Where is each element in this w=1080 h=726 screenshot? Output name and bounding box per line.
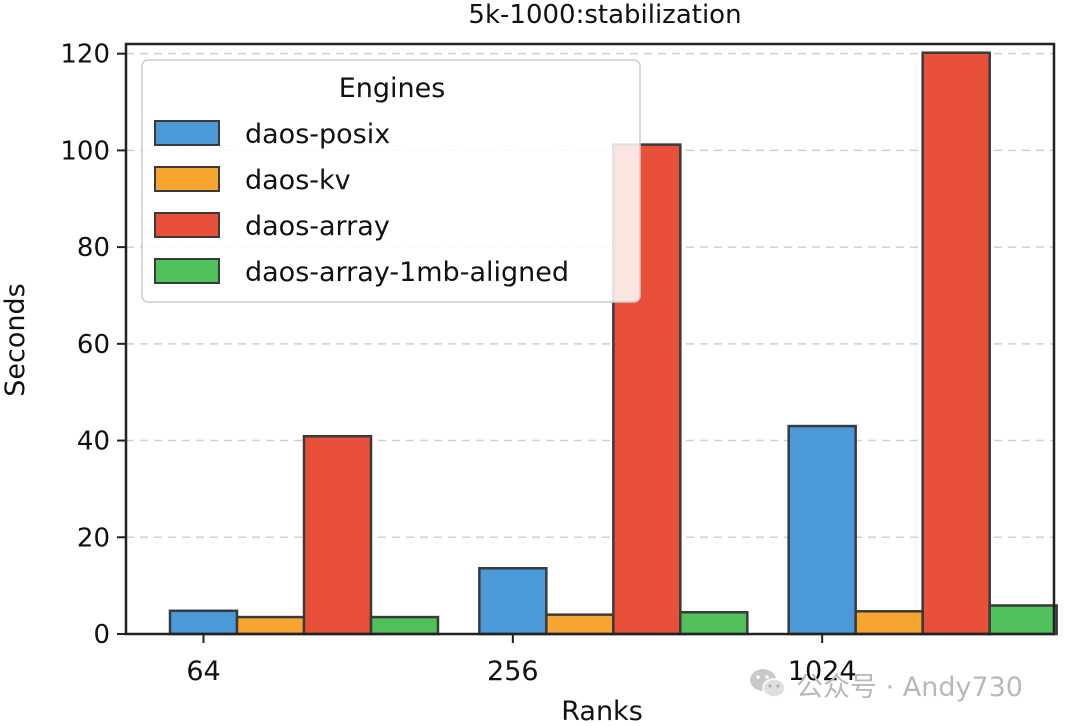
bar-daos-kv-64 xyxy=(235,615,306,636)
y-axis-ticks: 0 20 40 60 80 100 120 xyxy=(60,40,126,650)
legend-swatch-daos-array-1mb-aligned xyxy=(154,258,220,284)
y-tick-label: 100 xyxy=(60,136,110,166)
legend-swatch-daos-posix xyxy=(154,120,220,146)
bar-daos-posix-256 xyxy=(478,566,548,636)
legend: Engines daos-posixdaos-kvdaos-arraydaos-… xyxy=(141,59,641,303)
y-tick-label: 120 xyxy=(60,40,110,70)
legend-swatch-daos-array xyxy=(154,212,220,238)
chart-title: 5k-1000:stabilization xyxy=(468,0,741,30)
legend-label-daos-array-1mb-aligned: daos-array-1mb-aligned xyxy=(245,257,569,288)
legend-items: daos-posix daos-kv daos-array daos-array-1m… xyxy=(154,119,569,288)
x-axis-label: Ranks xyxy=(561,696,643,726)
watermark: 公众号 · Andy730 xyxy=(748,664,1023,704)
bar-daos-posix-1024 xyxy=(787,424,857,636)
bar-daos-posix-64 xyxy=(168,609,239,636)
bar-daos-array-64 xyxy=(302,434,373,636)
legend-label-daos-kv: daos-kv xyxy=(245,165,351,196)
y-tick-label: 40 xyxy=(77,427,110,457)
y-tick-label: 60 xyxy=(77,330,110,360)
bars xyxy=(168,51,1058,636)
bar-daos-array-1mb-aligned-64 xyxy=(369,615,440,636)
bar-daos-array-1mb-aligned-256 xyxy=(679,610,749,636)
x-tick-label: 256 xyxy=(487,656,539,687)
x-tick-label: 1024 xyxy=(788,656,857,687)
x-axis-ticks: 64 256 1024 xyxy=(186,634,857,687)
legend-title: Engines xyxy=(339,73,446,104)
legend-label-daos-array: daos-array xyxy=(245,211,390,242)
legend-swatch-daos-kv xyxy=(154,166,220,192)
x-tick-label: 64 xyxy=(186,656,220,687)
y-tick-label: 0 xyxy=(93,620,110,650)
bar-daos-kv-1024 xyxy=(854,610,924,636)
y-tick-label: 20 xyxy=(77,523,110,553)
legend-label-daos-posix: daos-posix xyxy=(245,119,390,150)
bar-daos-array-1024 xyxy=(921,51,991,636)
bar-daos-kv-256 xyxy=(545,613,615,636)
wechat-icon xyxy=(750,669,786,698)
legend-box xyxy=(141,59,641,303)
watermark-text: 公众号 · Andy730 xyxy=(796,671,1023,703)
bar-daos-array-1mb-aligned-1024 xyxy=(988,604,1058,636)
y-axis-label: Seconds xyxy=(0,283,31,396)
plot-frame xyxy=(124,42,1056,636)
y-tick-label: 80 xyxy=(77,233,110,263)
